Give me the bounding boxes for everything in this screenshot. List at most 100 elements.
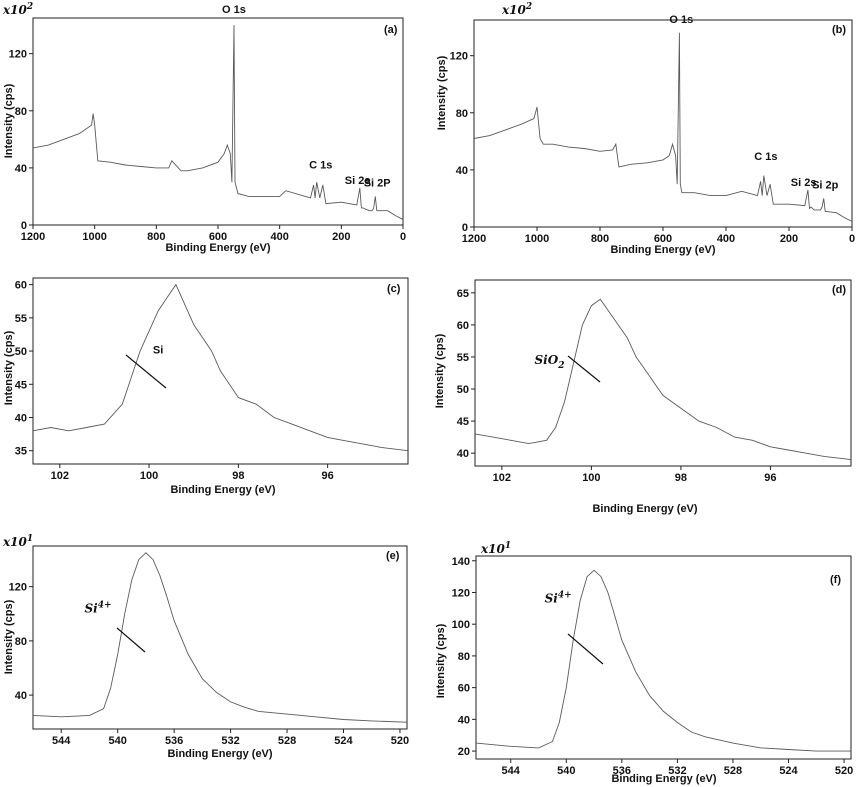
panel-b-x-tick-label: 400 xyxy=(717,233,735,245)
panel-b-y-axis-label: Intensity (cps) xyxy=(436,55,448,130)
panel-b-peak-annotation: Si 2p xyxy=(812,180,839,192)
panel-e-y-axis-label: Intensity (cps) xyxy=(3,599,15,674)
panel-f-x-tick-label: 544 xyxy=(502,765,521,777)
panel-c-peak-annotation: Si xyxy=(153,345,163,357)
panel-e-x-tick-label: 528 xyxy=(278,735,296,747)
panel-c-y-tick-label: 40 xyxy=(15,413,27,425)
panel-e-x-tick-label: 524 xyxy=(334,735,353,747)
panel-f-y-tick-label: 80 xyxy=(458,651,470,663)
panel-e-x-tick-label: 540 xyxy=(108,735,126,747)
panel-b-x-tick-label: 800 xyxy=(591,233,609,245)
panel-f-y-tick-label: 120 xyxy=(452,587,470,599)
panel-c-spectrum-line xyxy=(32,283,409,452)
panel-e-y-tick-label: 40 xyxy=(15,690,27,702)
panel-e-peak-annotation: Si4+ xyxy=(85,601,112,616)
panel-a-peak-annotation: O 1s xyxy=(222,4,246,16)
panel-d-y-tick-label: 40 xyxy=(457,448,469,460)
panel-b-x-tick-label: 1200 xyxy=(462,233,486,245)
panel-b-y-tick-label: 120 xyxy=(450,51,468,63)
panel-a-multiplier: x102 xyxy=(2,2,33,17)
panel-a-plot-frame xyxy=(32,17,404,226)
panel-a-survey-spectrum: x102 (a) Binding Energy (eV) Intensity (… xyxy=(2,2,406,254)
panel-d-peak-annotation: SiO2 xyxy=(535,353,565,371)
panel-c-x-tick-label: 98 xyxy=(232,470,244,482)
panel-f-multiplier: x101 xyxy=(480,541,511,556)
panel-f-x-tick-label: 540 xyxy=(557,765,575,777)
panel-c-y-tick-label: 50 xyxy=(15,346,27,358)
panel-d-y-tick-label: 50 xyxy=(457,384,469,396)
panel-b-x-tick-label: 200 xyxy=(780,233,798,245)
panel-a-peak-annotation: C 1s xyxy=(309,159,332,171)
panel-f-x-axis-label: Binding Energy (eV) xyxy=(611,773,716,785)
panel-a-y-axis-label: Intensity (cps) xyxy=(3,83,15,158)
panel-d-spectrum-line xyxy=(474,298,852,461)
panel-e-y-tick-label: 80 xyxy=(15,636,27,648)
panel-d-sio2-pointer xyxy=(567,355,601,383)
panel-e-x-tick-label: 520 xyxy=(391,735,409,747)
panel-d-x-tick-label: 98 xyxy=(675,472,687,484)
panel-b-peak-annotation: Si 2s xyxy=(791,177,817,189)
panel-a-peak-annotation: Si 2s xyxy=(345,175,371,187)
panel-f-x-tick-label: 536 xyxy=(613,765,631,777)
panel-d-y-tick-label: 45 xyxy=(457,416,469,428)
panel-a-spectrum-line xyxy=(32,25,404,220)
panel-d-x-tick-label: 102 xyxy=(493,472,511,484)
panel-b-y-tick-label: 40 xyxy=(456,165,468,177)
panel-f-peak-annotation: Si4+ xyxy=(545,590,572,605)
panel-c-y-tick-label: 55 xyxy=(15,313,27,325)
panel-f-y-tick-label: 60 xyxy=(458,683,470,695)
panel-b-survey-spectrum: x102 (b) Binding Energy (eV) Intensity (… xyxy=(436,2,855,256)
panel-f-y-axis-label: Intensity (cps) xyxy=(435,623,447,698)
panel-f-plot-frame xyxy=(475,555,852,760)
panel-e-o1s-spectrum: x101 (e) Binding Energy (eV) Intensity (… xyxy=(2,534,409,760)
panel-b-peak-annotation: C 1s xyxy=(754,151,777,163)
panel-a-y-tick-label: 80 xyxy=(15,106,27,118)
panel-f-label: (f) xyxy=(830,574,841,586)
panel-a-y-tick-label: 120 xyxy=(9,49,27,61)
panel-c-x-axis-label: Binding Energy (eV) xyxy=(170,484,275,496)
panel-f-x-tick-label: 528 xyxy=(724,765,742,777)
panel-e-plot-frame xyxy=(32,545,408,730)
panel-c-y-tick-label: 60 xyxy=(15,280,27,292)
panel-a-x-tick-label: 1000 xyxy=(82,231,106,243)
panel-f-y-tick-label: 40 xyxy=(458,714,470,726)
panel-a-x-tick-label: 0 xyxy=(400,231,406,243)
panel-d-y-tick-label: 65 xyxy=(457,288,469,300)
panel-c-x-tick-label: 100 xyxy=(140,470,158,482)
panel-b-spectrum-line xyxy=(473,32,853,222)
panel-b-y-tick-label: 0 xyxy=(462,222,468,234)
panel-e-label: (e) xyxy=(386,550,400,562)
panel-a-x-tick-label: 600 xyxy=(209,231,227,243)
panel-c-y-tick-label: 45 xyxy=(15,379,27,391)
panel-d-x-tick-label: 96 xyxy=(764,472,776,484)
panel-d-sio2-spectrum: (d) Binding Energy (eV) Intensity (cps) … xyxy=(434,279,852,515)
panel-f-x-tick-label: 532 xyxy=(668,765,686,777)
panel-a-x-tick-label: 400 xyxy=(270,231,288,243)
panel-a-peak-annotation: Si 2P xyxy=(364,178,391,190)
panel-b-y-tick-label: 80 xyxy=(456,108,468,120)
panel-d-y-axis-label: Intensity (cps) xyxy=(434,333,446,408)
panel-e-x-axis-label: Binding Energy (eV) xyxy=(167,748,272,760)
panel-b-label: (b) xyxy=(832,24,846,36)
panel-b-x-tick-label: 600 xyxy=(654,233,672,245)
panel-e-y-tick-label: 120 xyxy=(9,582,27,594)
panel-a-y-tick-label: 0 xyxy=(21,220,27,232)
panel-f-x-tick-label: 520 xyxy=(835,765,853,777)
panel-c-x-tick-label: 96 xyxy=(322,470,334,482)
panel-c-x-tick-label: 102 xyxy=(51,470,69,482)
panel-a-y-tick-label: 40 xyxy=(15,163,27,175)
panel-a-x-tick-label: 1200 xyxy=(21,231,45,243)
panel-e-spectrum-line xyxy=(32,552,408,723)
panel-f-y-tick-label: 140 xyxy=(452,556,470,568)
panel-c-plot-frame xyxy=(32,277,409,465)
panel-d-y-tick-label: 60 xyxy=(457,320,469,332)
panel-e-x-tick-label: 544 xyxy=(52,735,71,747)
panel-f-y-tick-label: 20 xyxy=(458,746,470,758)
panel-d-y-tick-label: 55 xyxy=(457,352,469,364)
panel-e-multiplier: x101 xyxy=(2,534,33,549)
panel-b-x-axis-label: Binding Energy (eV) xyxy=(610,244,715,256)
panel-f-spectrum-line xyxy=(475,569,851,752)
panel-c-y-tick-label: 35 xyxy=(15,446,27,458)
panel-c-y-axis-label: Intensity (cps) xyxy=(3,330,15,405)
